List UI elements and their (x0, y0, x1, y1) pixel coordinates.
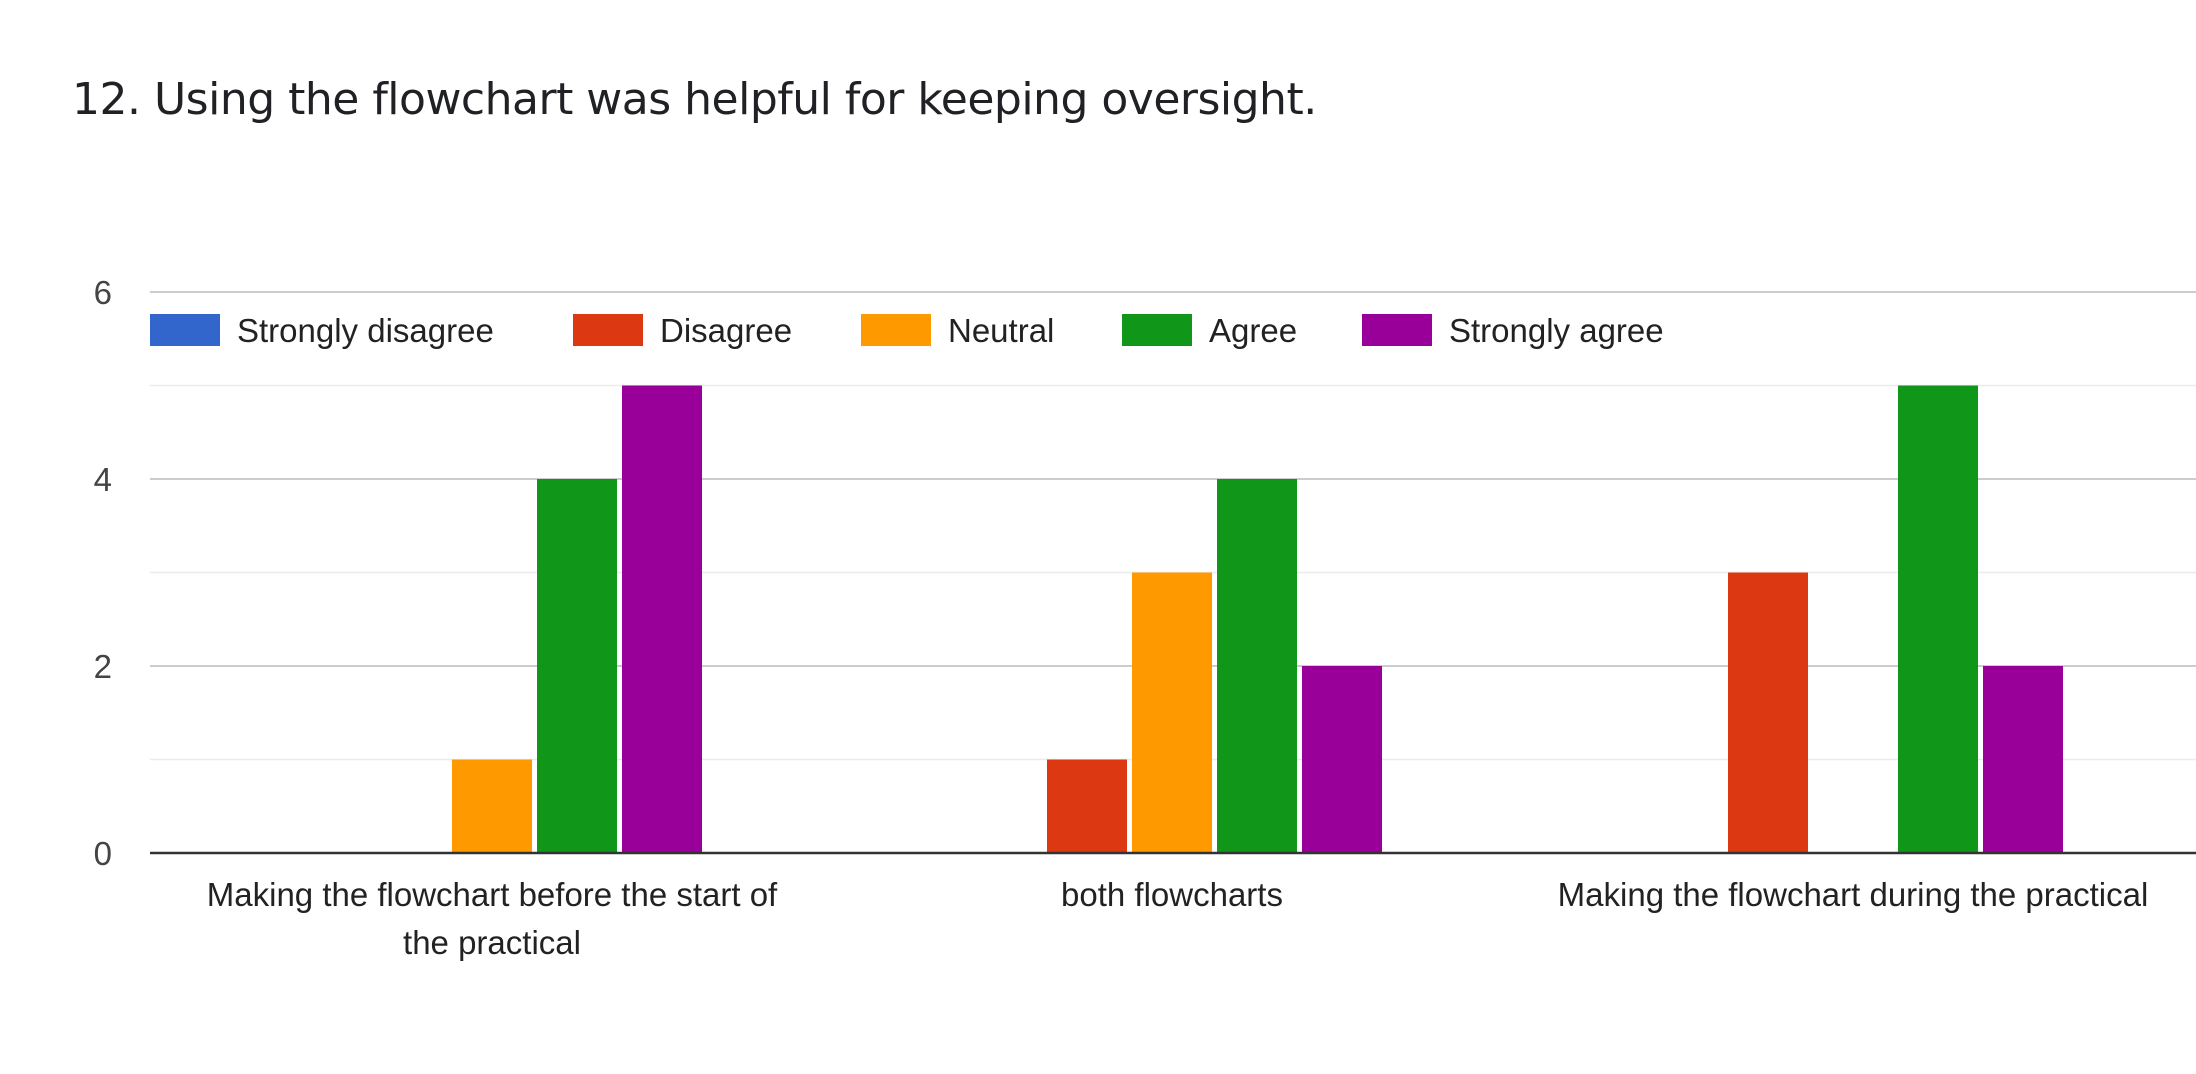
x-category-label: the practical (403, 924, 581, 961)
bar-agree (537, 479, 617, 853)
legend: Strongly disagree Disagree Neutral Agree Str… (150, 312, 1664, 349)
bar-strongly-agree (1983, 666, 2063, 853)
bar-strongly-agree (622, 385, 702, 853)
bars (452, 385, 2063, 853)
y-tick-label: 4 (94, 461, 112, 498)
question-title: 12. Using the flowchart was helpful for … (72, 74, 1317, 125)
x-category-label: both flowcharts (1061, 876, 1283, 913)
legend-label: Disagree (660, 312, 792, 349)
legend-swatch (861, 314, 931, 346)
y-tick-label: 0 (94, 835, 112, 872)
x-category-label: Making the flowchart before the start of (207, 876, 778, 913)
legend-label: Strongly agree (1449, 312, 1664, 349)
y-tick-label: 6 (94, 274, 112, 311)
y-tick-label: 2 (94, 648, 112, 685)
bar-disagree (1047, 759, 1127, 853)
legend-swatch (150, 314, 220, 346)
legend-swatch (573, 314, 643, 346)
legend-label: Agree (1209, 312, 1297, 349)
legend-swatch (1122, 314, 1192, 346)
category-labels: Making the flowchart before the start of… (207, 876, 2149, 961)
axes: 0 2 4 6 (94, 274, 2196, 872)
bar-neutral (452, 759, 532, 853)
bar-agree (1898, 385, 1978, 853)
legend-label: Strongly disagree (237, 312, 494, 349)
bar-strongly-agree (1302, 666, 1382, 853)
x-category-label: Making the flowchart during the practica… (1558, 876, 2149, 913)
legend-label: Neutral (948, 312, 1054, 349)
legend-swatch (1362, 314, 1432, 346)
bar-neutral (1132, 572, 1212, 853)
bar-agree (1217, 479, 1297, 853)
bar-disagree (1728, 572, 1808, 853)
